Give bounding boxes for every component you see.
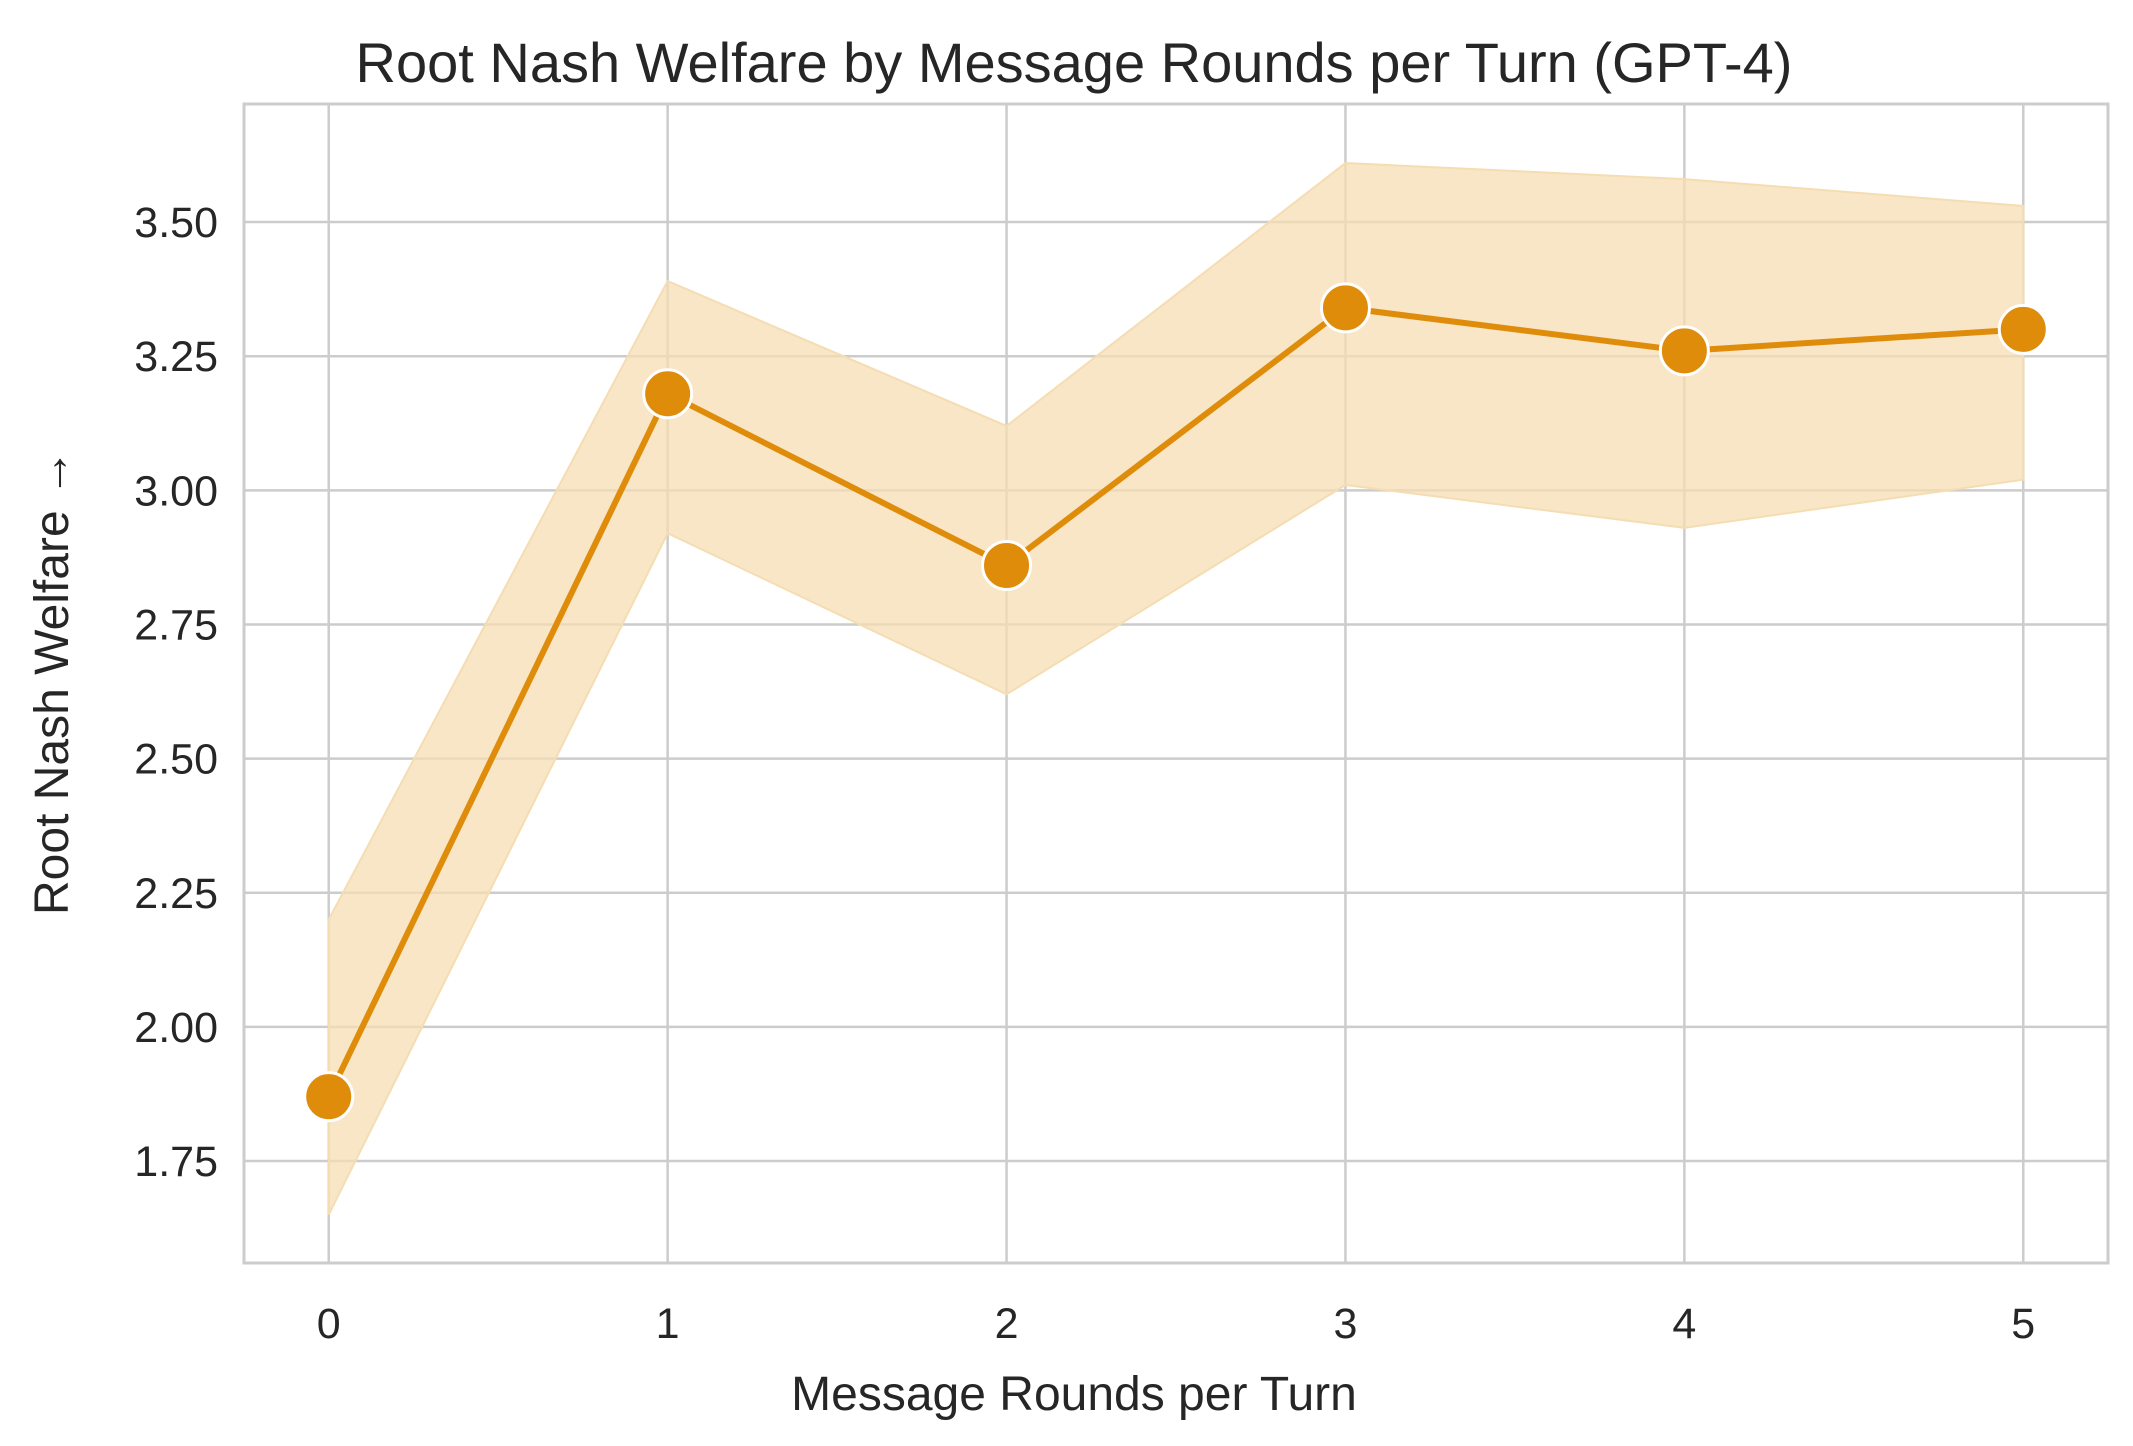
data-point	[303, 1071, 355, 1123]
x-axis-label: Message Rounds per Turn	[791, 1368, 1357, 1421]
data-point	[981, 539, 1033, 591]
chart-title: Root Nash Welfare by Message Rounds per …	[356, 31, 1793, 94]
y-tick-label: 2.75	[134, 601, 218, 649]
plot-frame	[242, 102, 2110, 1265]
data-point	[1997, 303, 2049, 355]
y-axis-label: Root Nash Welfare →	[26, 449, 79, 915]
series-line	[325, 304, 2027, 1100]
y-axis-ticks: 1.75 2.00 2.25 2.50 2.75 3.00 3.25 3.50	[134, 199, 218, 1186]
y-tick-label: 3.25	[134, 333, 218, 381]
x-tick-label: 4	[1672, 1300, 1696, 1348]
y-tick-label: 2.00	[134, 1004, 218, 1052]
data-point	[642, 368, 694, 420]
y-tick-label: 3.00	[134, 467, 218, 515]
data-point-layer	[303, 282, 2049, 1123]
confidence-band	[327, 162, 2025, 1216]
x-axis-ticks: 0 1 2 3 4 5	[317, 1300, 2035, 1348]
y-tick-label: 1.75	[134, 1138, 218, 1186]
y-tick-label: 2.25	[134, 870, 218, 918]
data-point	[1319, 282, 1371, 334]
x-tick-label: 2	[995, 1300, 1019, 1348]
x-tick-label: 0	[317, 1300, 341, 1348]
series-line-layer	[325, 304, 2027, 1100]
x-tick-label: 3	[1333, 1300, 1357, 1348]
y-tick-label: 3.50	[134, 199, 218, 247]
y-tick-label: 2.50	[134, 736, 218, 784]
data-point	[1658, 325, 1710, 377]
confidence-band-layer	[327, 162, 2025, 1216]
x-tick-label: 1	[656, 1300, 680, 1348]
x-tick-label: 5	[2011, 1300, 2035, 1348]
